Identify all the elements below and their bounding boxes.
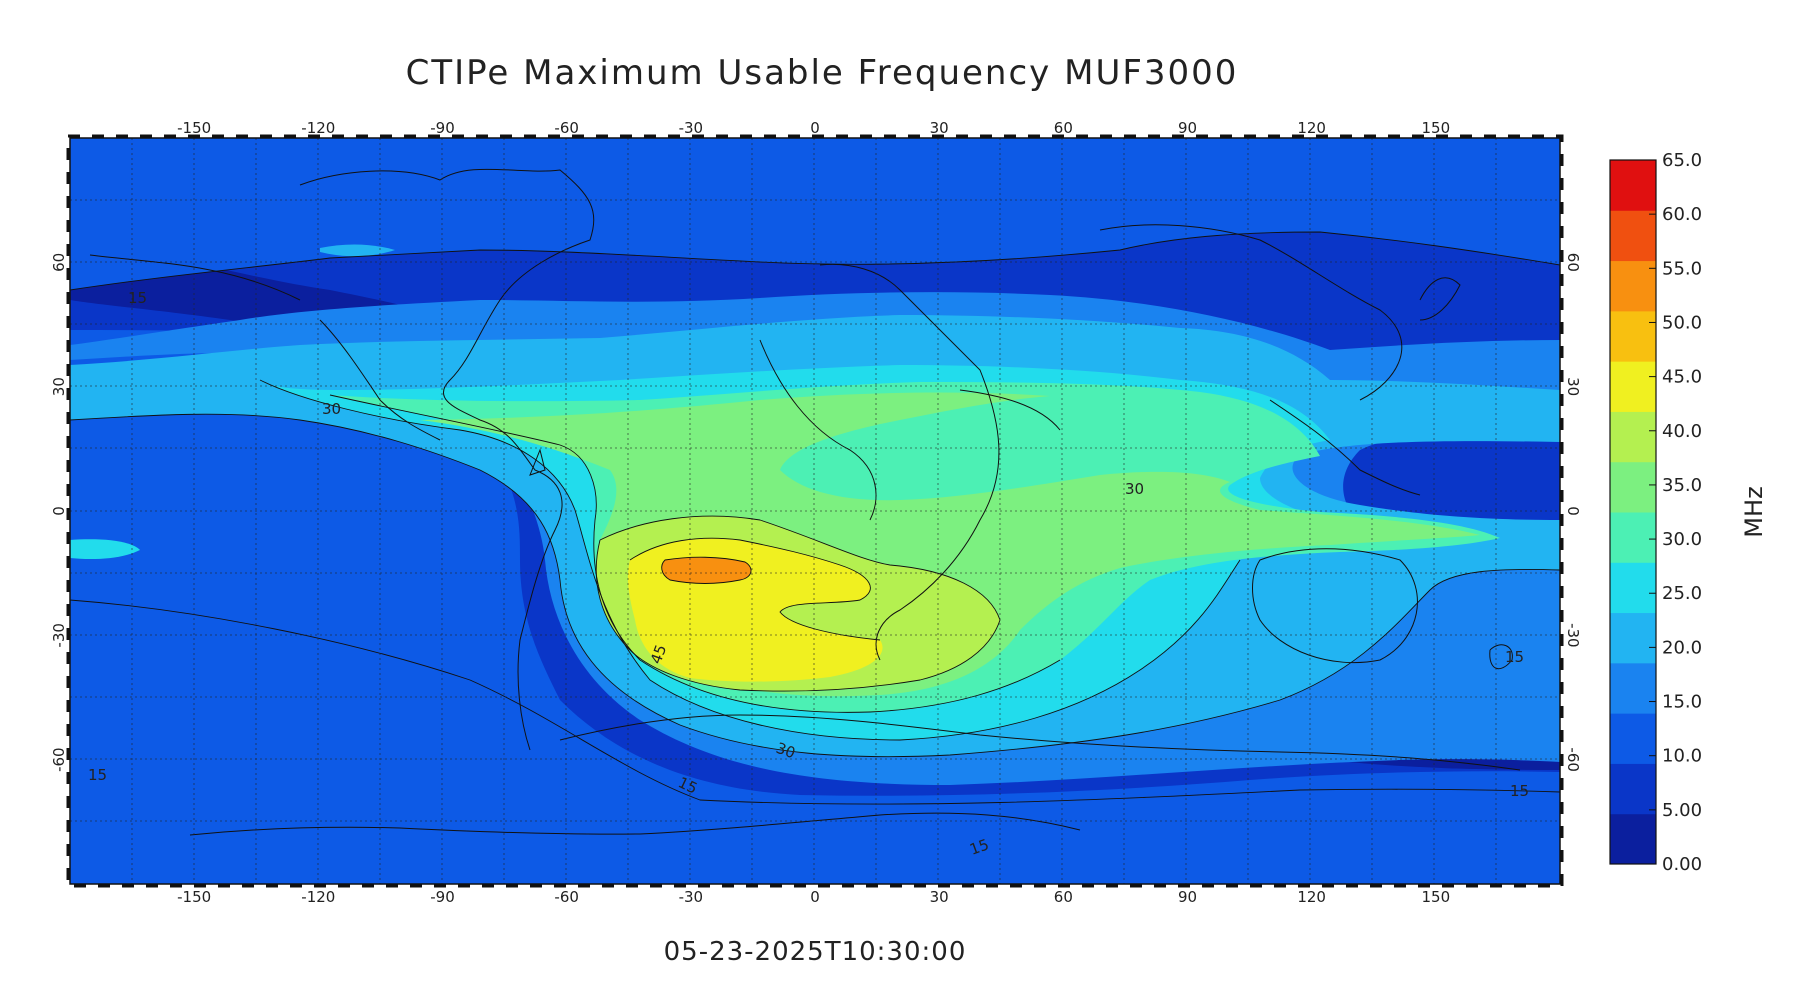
contour-label: 30 xyxy=(774,739,798,762)
lon-tick-label-bottom: 120 xyxy=(1297,888,1326,906)
colorbar-segment xyxy=(1610,260,1656,312)
colorbar-segment xyxy=(1610,813,1656,865)
contour-label: 45 xyxy=(647,642,670,666)
lon-tick-label-bottom: 90 xyxy=(1178,888,1197,906)
colorbar-segment xyxy=(1610,310,1656,362)
colorbar-segment xyxy=(1610,210,1656,262)
colorbar xyxy=(1609,159,1657,865)
lat-axis-left: 60 30 0 -30 -60 xyxy=(50,253,68,772)
colorbar-tick-label: 5.00 xyxy=(1662,800,1702,821)
lon-tick-label-bottom: -90 xyxy=(430,888,455,906)
patch-west-pacific-left xyxy=(70,539,140,560)
colorbar-tick-label: 20.0 xyxy=(1662,637,1702,658)
map-area: 15 30 45 30 30 15 15 15 15 15 xyxy=(70,138,1560,884)
colorbar-frame xyxy=(1609,159,1657,865)
lon-tick-label-top: 30 xyxy=(930,119,949,137)
map-frame-dash xyxy=(66,134,1564,888)
coastlines xyxy=(89,168,1521,836)
colorbar-segment xyxy=(1610,461,1656,513)
band-55-60 xyxy=(661,557,752,584)
lat-tick-label-left: -30 xyxy=(50,623,68,648)
lon-tick-label-bottom: 60 xyxy=(1054,888,1073,906)
lon-tick-label-top: -120 xyxy=(301,119,335,137)
lat-tick-label-right: 30 xyxy=(1564,377,1582,396)
colorbar-segment xyxy=(1610,361,1656,412)
contour-lines xyxy=(70,231,1560,805)
colorbar-ticks: 65.0 60.0 55.0 50.0 45.0 40.0 35.0 30.0 25.0 20.0… xyxy=(1649,150,1702,875)
contour-label: 15 xyxy=(1505,648,1524,666)
lon-tick-label-top: 60 xyxy=(1054,119,1073,137)
lon-tick-label-top: -150 xyxy=(177,119,211,137)
lon-tick-label-top: 0 xyxy=(810,119,820,137)
contour-label: 15 xyxy=(88,766,107,784)
contour-label: 15 xyxy=(1510,782,1529,800)
contour-label: 30 xyxy=(1125,480,1144,498)
colorbar-segment xyxy=(1610,411,1656,463)
colorbar-segment xyxy=(1610,713,1656,764)
lat-tick-label-right: 60 xyxy=(1564,253,1582,272)
timestamp: 05-23-2025T10:30:00 xyxy=(664,937,967,967)
lon-tick-label-top: -90 xyxy=(430,119,455,137)
colorbar-tick-label: 15.0 xyxy=(1662,692,1702,713)
lon-tick-label-top: 120 xyxy=(1297,119,1326,137)
lon-tick-label-top: -30 xyxy=(679,119,704,137)
colorbar-segment xyxy=(1610,160,1656,211)
lat-tick-label-right: -30 xyxy=(1564,623,1582,648)
colorbar-tick-label: 0.00 xyxy=(1662,854,1702,875)
band-15-20 xyxy=(70,138,1560,884)
contour-label: 15 xyxy=(128,289,147,307)
lon-tick-label-bottom: -60 xyxy=(554,888,579,906)
colorbar-tick-label: 40.0 xyxy=(1662,421,1702,442)
colorbar-segment xyxy=(1610,763,1656,815)
map-title: CTIPe Maximum Usable Frequency MUF3000 xyxy=(406,53,1239,93)
lon-axis-bottom: -150 -120 -90 -60 -30 0 30 60 90 120 150 xyxy=(177,888,1450,906)
contour-label: 30 xyxy=(322,400,341,418)
contour-label: 15 xyxy=(967,835,991,858)
colorbar-tick-label: 35.0 xyxy=(1662,475,1702,496)
map-frame xyxy=(69,137,1561,885)
lon-tick-label-bottom: 30 xyxy=(930,888,949,906)
lon-axis-top: -150 -120 -90 -60 -30 0 30 60 90 120 150 xyxy=(177,119,1450,137)
lat-tick-label-left: 30 xyxy=(50,377,68,396)
patch-north-pacific xyxy=(320,244,395,257)
colorbar-tick-label: 45.0 xyxy=(1662,367,1702,388)
colorbar-segment xyxy=(1610,562,1656,614)
lon-tick-label-bottom: -30 xyxy=(679,888,704,906)
lon-tick-label-bottom: -120 xyxy=(301,888,335,906)
lon-tick-label-bottom: 150 xyxy=(1422,888,1451,906)
lat-tick-label-left: 0 xyxy=(50,506,68,516)
colorbar-tick-label: 55.0 xyxy=(1662,258,1702,279)
lon-tick-label-top: -60 xyxy=(554,119,579,137)
colorbar-unit: MHz xyxy=(1740,486,1768,537)
colorbar-segment xyxy=(1610,662,1656,714)
lat-tick-label-left: 60 xyxy=(50,253,68,272)
colorbar-tick-label: 25.0 xyxy=(1662,583,1702,604)
lon-tick-label-top: 150 xyxy=(1422,119,1451,137)
lat-tick-label-right: 0 xyxy=(1564,506,1582,516)
colorbar-segment xyxy=(1610,612,1656,664)
graticule xyxy=(70,138,1560,884)
lon-tick-label-bottom: -150 xyxy=(177,888,211,906)
colorbar-tick-label: 65.0 xyxy=(1662,150,1702,171)
colorbar-tick-label: 50.0 xyxy=(1662,312,1702,333)
lon-tick-label-bottom: 0 xyxy=(810,888,820,906)
colorbar-segment xyxy=(1610,512,1656,563)
lat-tick-label-left: -60 xyxy=(50,747,68,772)
colorbar-tick-label: 60.0 xyxy=(1662,204,1702,225)
colorbar-tick-label: 30.0 xyxy=(1662,529,1702,550)
lat-axis-right: 60 30 0 -30 -60 xyxy=(1564,253,1582,772)
colorbar-tick-label: 10.0 xyxy=(1662,746,1702,767)
lon-tick-label-top: 90 xyxy=(1178,119,1197,137)
lat-tick-label-right: -60 xyxy=(1564,747,1582,772)
